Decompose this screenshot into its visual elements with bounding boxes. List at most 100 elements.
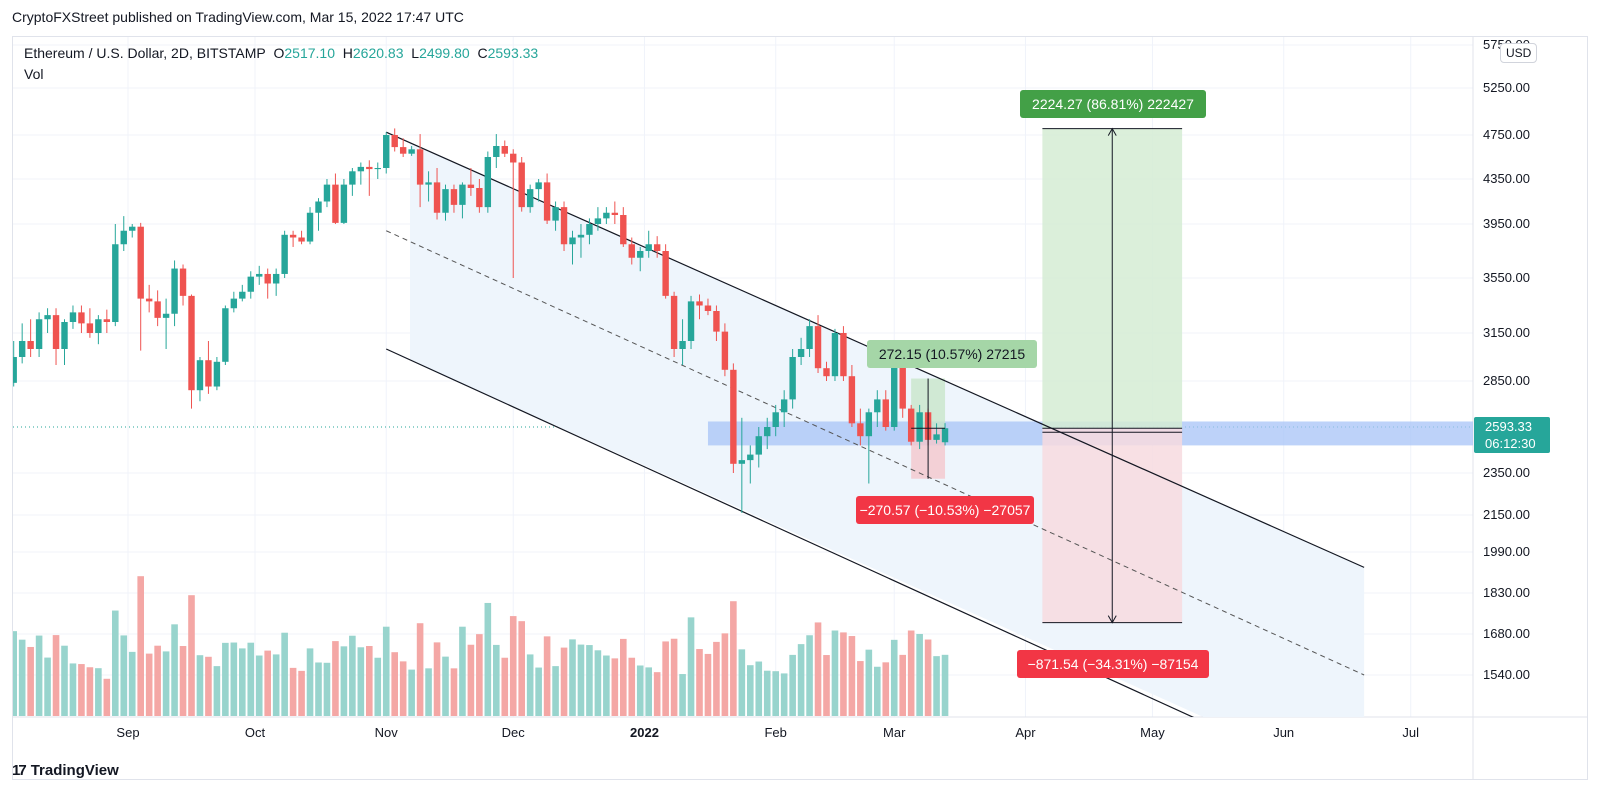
volume-bar (704, 653, 712, 716)
candle-body (764, 427, 771, 437)
candle-body (586, 224, 593, 235)
candle-body (239, 291, 246, 299)
volume-bar (823, 655, 830, 716)
volume-bar (806, 635, 813, 716)
volume-bar (459, 626, 466, 716)
volume-bar (366, 646, 373, 716)
volume-bar (264, 650, 271, 716)
volume-bars (13, 576, 949, 716)
volume-bar (44, 657, 51, 716)
volume-bar (924, 639, 932, 716)
time-tick-label: Nov (375, 725, 399, 740)
candle-body (891, 365, 898, 427)
candle-body (433, 182, 441, 213)
volume-bar (382, 626, 390, 716)
range-up-label: 272.15 (10.57%) 27215 (879, 346, 1026, 362)
candle-body (679, 341, 686, 349)
candle-body (340, 184, 348, 223)
candle-body (806, 326, 813, 349)
volume-bar (865, 649, 873, 716)
candle-body (86, 323, 94, 333)
candle-body (52, 315, 60, 349)
candle-body (459, 184, 466, 205)
candle-body (865, 412, 873, 437)
time-axis[interactable]: Sep Oct Nov Dec 2022 Feb Mar Apr May Jun Jul (116, 725, 1419, 740)
volume-bar (509, 616, 517, 716)
low-label: L (411, 45, 420, 61)
price-tick-label: 3550.00 (1483, 270, 1530, 285)
volume-bar (357, 647, 365, 716)
drawing-zones (410, 128, 1473, 717)
candle-body (95, 319, 102, 333)
price-tick-label: 1540.00 (1483, 667, 1530, 682)
volume-bar (61, 645, 68, 716)
candle-body (518, 162, 525, 208)
volume-bar (137, 576, 144, 716)
volume-bar (35, 635, 43, 716)
candle-body (916, 412, 923, 442)
volume-bar (518, 621, 525, 716)
candle-body (874, 399, 881, 413)
candle-body (543, 182, 551, 221)
candle-body (637, 251, 644, 258)
long-target-label-box (1020, 90, 1206, 118)
candle-body (899, 365, 906, 409)
last-price-tag (1474, 417, 1550, 453)
volume-bar (442, 656, 449, 716)
price-tick-label: 5250.00 (1483, 80, 1530, 95)
candle-body (857, 423, 864, 437)
volume-bar (128, 651, 136, 716)
volume-bar (772, 671, 779, 716)
volume-bar (349, 635, 356, 716)
candle-body (391, 135, 398, 148)
tradingview-footer[interactable]: 17 TradingView (12, 762, 119, 779)
volume-bar (52, 635, 60, 716)
volume-bar (653, 672, 661, 716)
volume-legend: Vol (24, 66, 44, 82)
candle-body (425, 182, 432, 185)
volume-bar (78, 664, 85, 716)
volume-bar (780, 673, 788, 716)
symbol-name: Ethereum / U.S. Dollar, 2D, BITSTAMP (24, 45, 266, 61)
close-value: 2593.33 (487, 45, 539, 61)
volume-bar (840, 632, 847, 716)
candle-body (289, 234, 297, 238)
volume-bar (162, 651, 170, 716)
price-axis[interactable]: 5750.005250.004750.004350.003950.003550.… (1474, 37, 1550, 682)
candle-body (315, 201, 322, 213)
time-tick-label: 2022 (630, 725, 659, 740)
volume-bar (603, 655, 610, 716)
measure-tools[interactable] (911, 127, 1183, 624)
candle-body (501, 146, 508, 154)
candle-body (281, 234, 288, 274)
candle-body (552, 207, 559, 221)
candle-body (628, 244, 635, 258)
candle-body (535, 182, 542, 190)
long-stop-label: −871.54 (−34.31%) −87154 (1028, 656, 1199, 672)
publication-title: CryptoFXStreet published on TradingView.… (12, 9, 464, 25)
long-target-label: 2224.27 (86.81%) 222427 (1032, 96, 1194, 112)
volume-bar (738, 649, 746, 716)
candle-body (467, 184, 475, 188)
volume-bar (315, 662, 322, 716)
time-tick-label: Mar (883, 725, 906, 740)
candle-body (213, 361, 221, 387)
candle-body (383, 135, 390, 168)
volume-bar (323, 662, 331, 716)
time-tick-label: Jun (1273, 725, 1294, 740)
volume-bar (543, 636, 551, 716)
candle-body (476, 188, 483, 208)
volume-bar (763, 670, 771, 716)
candle-body (577, 234, 585, 238)
candle-body (416, 149, 424, 185)
candle-body (814, 326, 822, 369)
volume-bar (755, 661, 763, 716)
candle-body (196, 360, 204, 391)
range-up-label-box (867, 340, 1037, 368)
candle-body (145, 298, 153, 302)
currency-button[interactable]: USD (1500, 43, 1538, 63)
countdown-label: 06:12:30 (1485, 436, 1536, 451)
candle-body (69, 312, 77, 322)
candle-body (823, 368, 830, 377)
